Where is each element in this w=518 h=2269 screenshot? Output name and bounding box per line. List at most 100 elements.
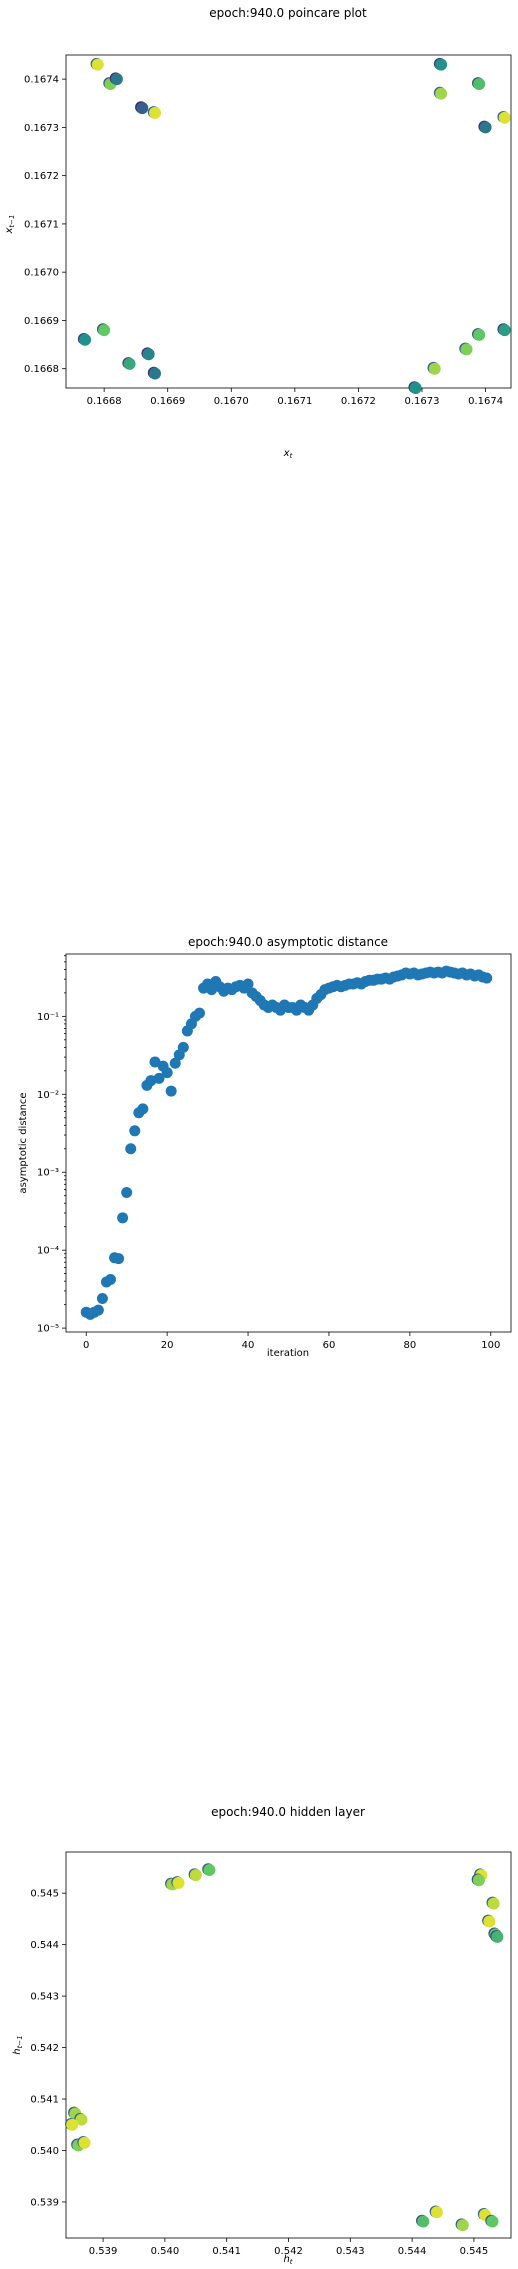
data-point — [481, 972, 493, 984]
data-points — [77, 57, 511, 394]
data-point — [149, 367, 161, 380]
x-tick-label: 0.1670 — [214, 396, 249, 407]
data-point — [91, 58, 104, 71]
data-point — [409, 382, 422, 394]
y-tick-label: 0.544 — [30, 1940, 59, 1951]
y-tick-label: 0.541 — [30, 2095, 59, 2106]
x-tick-label: 0.541 — [212, 2246, 241, 2257]
y-tick-label: 0.1669 — [24, 316, 59, 327]
data-point — [105, 1274, 116, 1286]
x-axis: 0.1668 0.1669 0.1670 0.1671 0.1672 0.1673 0.16… — [87, 388, 503, 407]
data-point — [487, 1897, 500, 1910]
data-point — [498, 111, 511, 124]
asymptotic-distance-chart: epoch:940.0 asymptotic distance 0 20 40 60 8… — [18, 935, 512, 1359]
x-tick-label: 0.540 — [151, 2246, 180, 2257]
y-tick-label: 0.1672 — [24, 171, 59, 182]
x-tick-label: 0.543 — [336, 2246, 365, 2257]
data-point — [129, 1125, 141, 1137]
poincare-chart: epoch:940.0 poincare plot 0.1668 0.1669 0.… — [4, 6, 512, 460]
y-tick-label: 0.542 — [30, 2043, 59, 2054]
data-point — [117, 1212, 129, 1224]
plot-frame — [65, 1851, 512, 2239]
y-tick-label: 10⁻⁴ — [37, 1246, 59, 1257]
y-tick-label: 0.1671 — [24, 219, 59, 230]
data-point — [472, 1874, 485, 1887]
y-axis: 10⁻⁵ 10⁻⁴ 10⁻³ 10⁻² 10⁻¹ — [37, 955, 66, 1335]
data-point — [189, 1869, 202, 1882]
y-tick-label: 0.1674 — [24, 75, 59, 86]
x-axis-label: iteration — [267, 1348, 309, 1359]
data-point — [113, 1253, 125, 1265]
data-point — [121, 1186, 133, 1198]
data-point — [136, 102, 149, 115]
data-point — [498, 324, 511, 337]
data-point — [242, 978, 254, 990]
data-point — [430, 2206, 443, 2219]
data-point — [149, 1056, 161, 1068]
x-tick-label: 80 — [403, 1340, 416, 1351]
chart-title: epoch:940.0 hidden layer — [211, 1805, 365, 1819]
x-tick-label: 0.1674 — [468, 396, 503, 407]
chart-title: epoch:940.0 poincare plot — [209, 6, 367, 20]
x-tick-label: 0.1668 — [87, 396, 122, 407]
x-tick-label: 0.545 — [460, 2246, 489, 2257]
x-tick-label: 0.1669 — [150, 396, 185, 407]
x-tick-label: 60 — [323, 1340, 336, 1351]
x-tick-label: 0.539 — [89, 2246, 118, 2257]
data-point — [473, 77, 486, 90]
y-tick-label: 0.545 — [30, 1889, 59, 1900]
data-point — [142, 348, 155, 361]
data-point — [460, 343, 473, 356]
x-tick-label: 20 — [161, 1340, 174, 1351]
data-point — [78, 2136, 91, 2149]
data-point — [172, 1876, 185, 1889]
data-point — [137, 1103, 149, 1115]
data-point — [483, 1915, 496, 1928]
data-point — [98, 324, 111, 337]
data-point — [479, 121, 492, 134]
data-point — [473, 328, 486, 341]
data-point — [456, 2219, 469, 2232]
data-point — [203, 1864, 216, 1877]
data-point — [169, 1057, 181, 1069]
x-axis: 0.539 0.540 0.541 0.542 0.543 0.544 0.545 — [89, 2238, 488, 2257]
data-points — [64, 1863, 504, 2232]
data-point — [417, 2215, 430, 2228]
data-point — [125, 1143, 137, 1155]
y-axis: 0.1668 0.1669 0.1670 0.1671 0.1672 0.1673 0.16… — [24, 75, 66, 375]
y-tick-label: 0.1668 — [24, 364, 59, 375]
data-point — [177, 1041, 189, 1053]
x-axis-label: ht — [283, 2254, 292, 2266]
data-point — [165, 1085, 177, 1097]
data-point — [75, 2113, 88, 2126]
y-axis-label: ht−1 — [12, 2035, 24, 2054]
data-point — [123, 357, 136, 370]
data-point — [96, 1292, 108, 1304]
data-point — [491, 1930, 504, 1943]
data-point — [435, 87, 448, 100]
plot-frame — [65, 953, 512, 1333]
y-axis: 0.539 0.540 0.541 0.542 0.543 0.544 0.545 — [30, 1889, 66, 2208]
x-tick-label: 40 — [242, 1340, 255, 1351]
data-point — [79, 333, 92, 346]
y-tick-label: 10⁻² — [37, 1090, 59, 1101]
data-point — [486, 2215, 499, 2228]
data-points — [80, 965, 493, 1320]
data-point — [66, 2118, 79, 2131]
data-point — [435, 58, 448, 71]
y-tick-label: 10⁻¹ — [37, 1012, 59, 1023]
data-point — [110, 73, 123, 86]
data-point — [428, 362, 441, 375]
data-point — [194, 1007, 205, 1019]
data-point — [92, 1304, 104, 1316]
y-tick-label: 0.1670 — [24, 268, 59, 279]
x-tick-label: 100 — [481, 1340, 500, 1351]
y-axis-label: asymptotic distance — [18, 1092, 29, 1193]
y-tick-label: 10⁻³ — [37, 1168, 59, 1179]
y-tick-label: 0.543 — [30, 1992, 59, 2003]
hidden-layer-chart: epoch:940.0 hidden layer 0.539 0.540 0.541… — [12, 1805, 512, 2266]
data-point — [149, 106, 161, 119]
x-tick-label: 0.1671 — [277, 396, 312, 407]
x-tick-label: 0 — [83, 1340, 89, 1351]
